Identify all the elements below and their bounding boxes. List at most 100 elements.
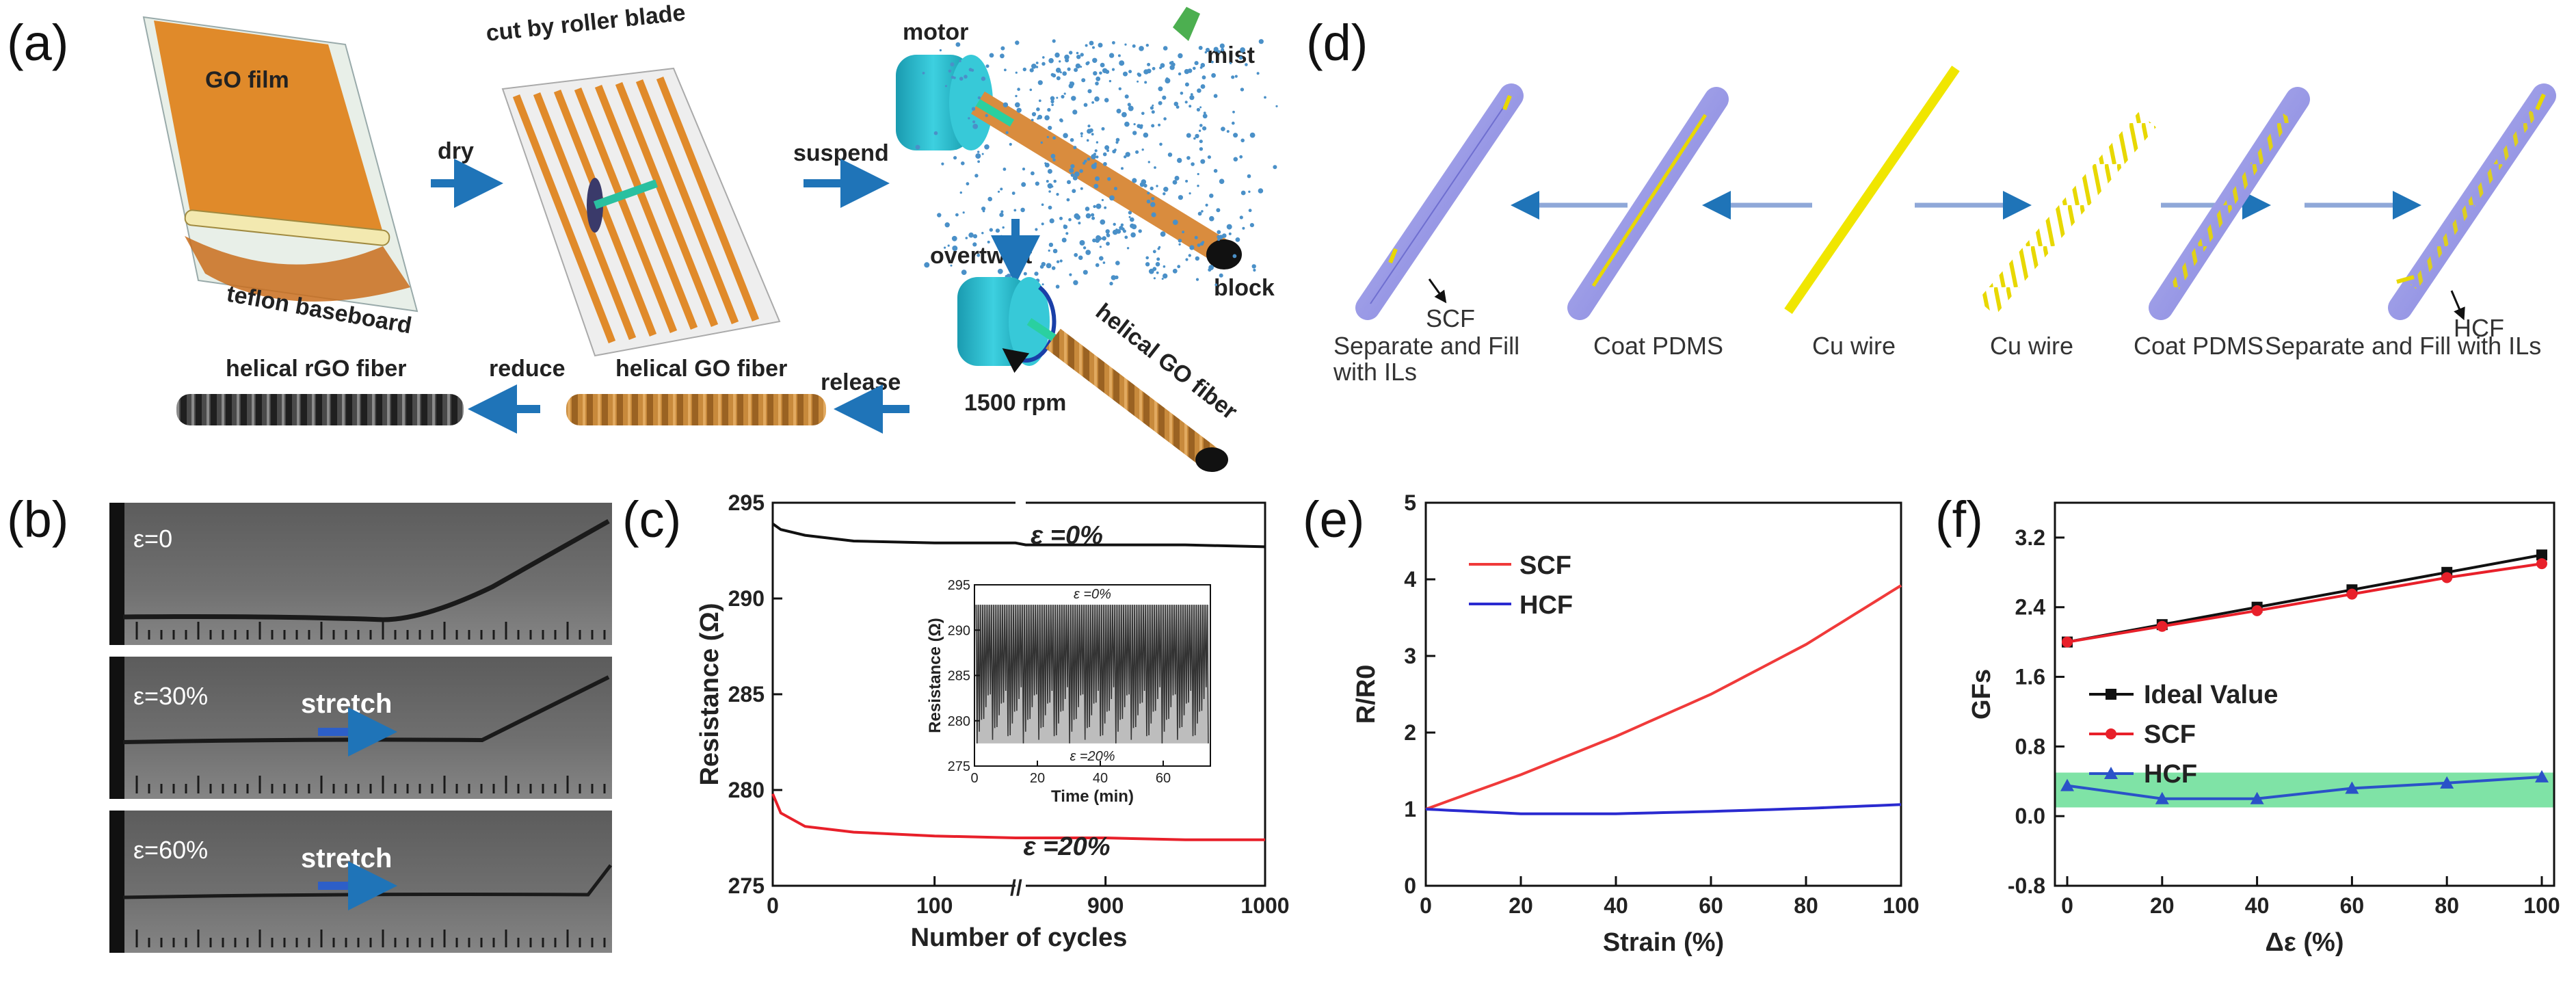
mist-dot <box>1209 194 1214 198</box>
mist-dot <box>1163 273 1168 279</box>
stretch-1-text: stretch <box>301 689 392 719</box>
mist-dot <box>1059 216 1063 220</box>
mist-dot <box>1074 171 1080 177</box>
mist-dot <box>1102 236 1106 241</box>
mist-dot <box>1211 73 1216 78</box>
chart-c-inset-top-label: ε =0% <box>1074 587 1111 602</box>
mist-dot <box>1158 86 1163 92</box>
strain-30-text: ε=30% <box>133 682 208 710</box>
mist-dot <box>1037 114 1043 120</box>
mist-dot <box>1069 273 1072 276</box>
mist-dot <box>1130 232 1136 238</box>
mist-dot <box>1128 215 1131 218</box>
mist-dot <box>985 64 990 68</box>
mist-dot <box>1201 210 1204 213</box>
mist-dot <box>1109 195 1115 201</box>
mist-dot <box>1085 250 1091 255</box>
mist-dot <box>1015 71 1018 74</box>
mist-dot <box>1050 153 1056 159</box>
chart-c-break-gap <box>1015 878 1026 894</box>
mist-dot <box>1015 94 1018 98</box>
coated-coil <box>2149 87 2310 320</box>
mist-dot <box>1163 187 1169 192</box>
mist-dot <box>1213 169 1218 173</box>
mist-dot <box>1093 183 1099 189</box>
mist-dot <box>951 235 957 241</box>
photo-strain-60: ε=60% stretch <box>109 811 612 953</box>
chart-e-legend-label: HCF <box>1519 591 1573 620</box>
mist-dot <box>1074 252 1078 257</box>
mist-dot <box>1108 79 1112 83</box>
mist-dot <box>1048 125 1052 131</box>
mist-dot <box>1159 142 1163 146</box>
mist-dot <box>1258 188 1264 194</box>
mist-dot <box>1011 192 1015 195</box>
chart-e: 0 1 2 3 4 5 0 20 40 60 80 100 Strain (%) R/R0 SCF HCF <box>1352 490 1920 957</box>
mist-dot <box>1059 60 1061 63</box>
mist-dot <box>1143 132 1149 138</box>
mist-dot <box>1156 257 1160 261</box>
mist-dot <box>1059 259 1063 263</box>
mist-dot <box>1047 107 1051 112</box>
mist-dot <box>1233 133 1238 138</box>
mist-dot <box>997 190 1000 193</box>
chart-f-point <box>2536 558 2547 570</box>
mist-dot <box>1075 63 1081 69</box>
helical-rgo-fiber-image <box>176 394 464 425</box>
mist-dot <box>1095 81 1099 85</box>
mist-dot <box>977 253 981 257</box>
mist-dot <box>1193 137 1196 140</box>
panel-e-label: (e) <box>1303 491 1364 548</box>
mist-dot <box>1163 265 1166 268</box>
mist-dot <box>1189 95 1195 101</box>
mist-dot <box>1048 57 1054 64</box>
panel-f-label: (f) <box>1935 491 1983 548</box>
mist-dot <box>1094 96 1100 102</box>
mist-dot <box>1202 126 1207 131</box>
mist-dot <box>1062 71 1067 76</box>
mist-dot <box>959 191 963 194</box>
mist-dot <box>1111 275 1117 280</box>
mist-dot <box>1178 243 1181 246</box>
mist-dot <box>1151 212 1156 218</box>
mist-dot <box>1147 161 1151 163</box>
mist-dot <box>1100 62 1105 68</box>
release-text: release <box>821 369 901 395</box>
mist-dot <box>1207 155 1211 159</box>
mist-dot <box>1226 224 1232 230</box>
suspend-text: suspend <box>793 140 889 166</box>
mist-dot <box>1138 229 1142 233</box>
mist-dot <box>1031 118 1034 122</box>
mist-dot <box>977 160 980 163</box>
mist-dot <box>953 156 957 160</box>
chart-c-inset-xlabel: Time (min) <box>1051 787 1134 806</box>
mist-dot <box>1163 46 1168 51</box>
mist-dot <box>1189 105 1192 108</box>
mist-dot <box>1098 42 1103 48</box>
mist-dot <box>961 269 967 275</box>
mist-dot <box>1186 156 1191 160</box>
mist-dot <box>947 244 950 247</box>
mist-dot <box>1093 71 1098 76</box>
chart-f-ylabel: GFs <box>1967 669 1996 720</box>
mist-dot <box>1048 242 1054 248</box>
mist-dot <box>1122 229 1126 233</box>
mist-dot <box>1217 50 1221 53</box>
panel-b: (b) ε=0 ε=30% stretch ε=60% stretch <box>7 491 612 953</box>
mist-dot <box>1184 82 1189 87</box>
mist-dot <box>1031 64 1037 69</box>
mist-dot <box>1221 48 1225 52</box>
mist-dot <box>922 72 925 75</box>
mist-dot <box>1063 224 1066 228</box>
chart-c-xtick-label: 100 <box>916 893 953 918</box>
chart-c-series-line <box>771 523 1266 549</box>
mist-dot <box>1121 167 1124 170</box>
mist-dot <box>1196 107 1200 111</box>
mist-dot <box>1048 249 1050 252</box>
mist-dot <box>1087 157 1091 161</box>
mist-dot <box>1130 217 1134 222</box>
chart-f-legend-label: SCF <box>2144 720 2196 749</box>
rpm-text: 1500 rpm <box>964 390 1066 416</box>
mist-dot <box>1035 66 1039 68</box>
mist-dot <box>1194 235 1198 239</box>
